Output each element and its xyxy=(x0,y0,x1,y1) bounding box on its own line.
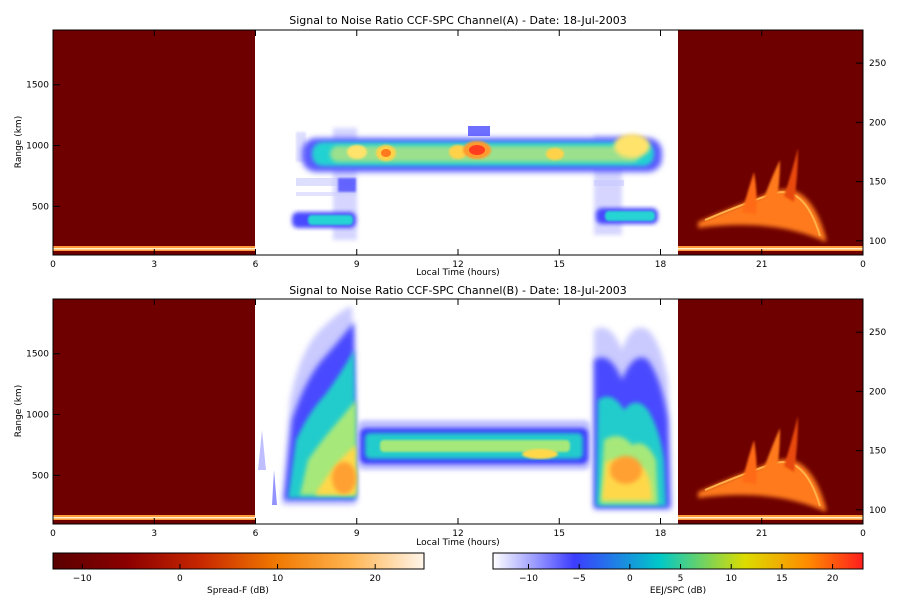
colorbar-tick-label: −10 xyxy=(519,574,538,584)
panel-channel-a: Signal to Noise Ratio CCF-SPC Channel(A)… xyxy=(14,14,886,278)
colorbar-eej-spc: −10 −5 0 5 10 15 20 EEJ/SPC (dB) xyxy=(492,552,864,596)
colorbar-tick-label: 0 xyxy=(177,574,183,584)
panel-b-y-tick-label: 500 xyxy=(32,471,49,481)
panel-channel-b: Signal to Noise Ratio CCF-SPC Channel(B)… xyxy=(14,284,886,548)
panel-a-x-tick-label: 0 xyxy=(860,260,866,270)
colorbar-tick-label: −5 xyxy=(573,574,586,584)
panel-a-y-tick-label: 1500 xyxy=(26,81,49,91)
panel-a-x-tick-label: 0 xyxy=(50,260,56,270)
colorbar-tick-label: −10 xyxy=(73,574,92,584)
colorbar-eej-spc-ticks: −10 −5 0 5 10 15 20 xyxy=(519,564,839,584)
panel-b-y-tick-label: 1000 xyxy=(26,411,49,421)
panel-b-x-tick-label: 12 xyxy=(452,529,463,539)
panel-b-x-ticks: 0 3 6 9 12 15 18 21 0 xyxy=(50,299,866,539)
panel-a-spreadf-plume xyxy=(698,148,826,242)
panel-a-x-tick-label: 15 xyxy=(554,260,565,270)
panel-a-y-tick-label: 500 xyxy=(32,202,49,212)
panel-b-spreadf-left xyxy=(53,299,255,524)
colorbar-tick-label: 15 xyxy=(776,574,787,584)
colorbar-spread-f-label: Spread-F (dB) xyxy=(207,586,269,596)
panel-b-y-tick-right-label: 250 xyxy=(869,328,886,338)
panel-b-y-ticks-right: 100 150 200 250 xyxy=(856,328,886,516)
panel-a-y-tick-right-label: 200 xyxy=(869,118,886,128)
colorbar-spread-f-ticks: −10 0 10 20 xyxy=(73,564,381,584)
colorbar-tick-label: 20 xyxy=(827,574,839,584)
panel-a-x-tick-label: 12 xyxy=(452,260,463,270)
panel-b-ylabel: Range (km) xyxy=(14,385,24,437)
panel-b-eej-echoes xyxy=(258,306,672,510)
panel-a-y-tick-label: 1000 xyxy=(26,142,49,152)
panel-a-y-tick-right-label: 100 xyxy=(869,237,886,247)
panel-a-y-tick-right-label: 150 xyxy=(869,178,886,188)
panel-a-title: Signal to Noise Ratio CCF-SPC Channel(A)… xyxy=(289,14,627,27)
panel-a-y-ticks-left: 500 1000 1500 xyxy=(26,81,60,212)
panel-b-x-tick-label: 3 xyxy=(151,529,157,539)
panel-b-xlabel: Local Time (hours) xyxy=(416,538,499,548)
panel-a-x-tick-label: 6 xyxy=(253,260,259,270)
colorbar-tick-label: 10 xyxy=(272,574,284,584)
panel-a-x-tick-label: 21 xyxy=(756,260,767,270)
colorbar-eej-spc-label: EEJ/SPC (dB) xyxy=(650,586,706,596)
colorbar-tick-label: 10 xyxy=(725,574,737,584)
panel-b-x-tick-label: 6 xyxy=(253,529,259,539)
panel-b-x-tick-label: 9 xyxy=(354,529,360,539)
panel-b-x-tick-label: 21 xyxy=(756,529,767,539)
panel-a-x-tick-label: 9 xyxy=(354,260,360,270)
panel-b-x-tick-label: 18 xyxy=(655,529,667,539)
panel-a-y-tick-right-label: 250 xyxy=(869,59,886,69)
panel-a-ylabel: Range (km) xyxy=(14,116,24,168)
panel-a-xlabel: Local Time (hours) xyxy=(416,268,499,278)
panel-a-y-ticks-right: 100 150 200 250 xyxy=(856,59,886,247)
panel-a-plot-area xyxy=(53,30,863,255)
panel-b-spreadf-plume xyxy=(698,416,826,512)
panel-a-x-tick-label: 18 xyxy=(655,260,667,270)
panel-a-x-tick-label: 3 xyxy=(151,260,157,270)
panel-b-y-tick-right-label: 100 xyxy=(869,506,886,516)
colorbar-tick-label: 5 xyxy=(678,574,684,584)
panel-a-spreadf-left xyxy=(53,30,255,255)
colorbar-spread-f: −10 0 10 20 Spread-F (dB) xyxy=(52,552,425,596)
panel-b-x-tick-label: 0 xyxy=(860,529,866,539)
panel-b-title: Signal to Noise Ratio CCF-SPC Channel(B)… xyxy=(289,284,627,297)
panel-a-eej-echoes xyxy=(292,126,662,240)
panel-b-x-tick-label: 0 xyxy=(50,529,56,539)
colorbar-tick-label: 20 xyxy=(369,574,381,584)
panel-b-y-ticks-left: 500 1000 1500 xyxy=(26,350,60,481)
colorbar-spread-f-bar xyxy=(52,552,425,570)
panel-a-x-ticks: 0 3 6 9 12 15 18 21 0 xyxy=(50,30,866,270)
panel-b-y-tick-right-label: 200 xyxy=(869,387,886,397)
panel-b-plot-area xyxy=(53,299,863,524)
panel-b-y-tick-label: 1500 xyxy=(26,350,49,360)
colorbar-tick-label: 0 xyxy=(627,574,633,584)
colorbar-eej-spc-bar xyxy=(492,552,864,570)
panel-b-x-tick-label: 15 xyxy=(554,529,565,539)
panel-b-y-tick-right-label: 150 xyxy=(869,447,886,457)
